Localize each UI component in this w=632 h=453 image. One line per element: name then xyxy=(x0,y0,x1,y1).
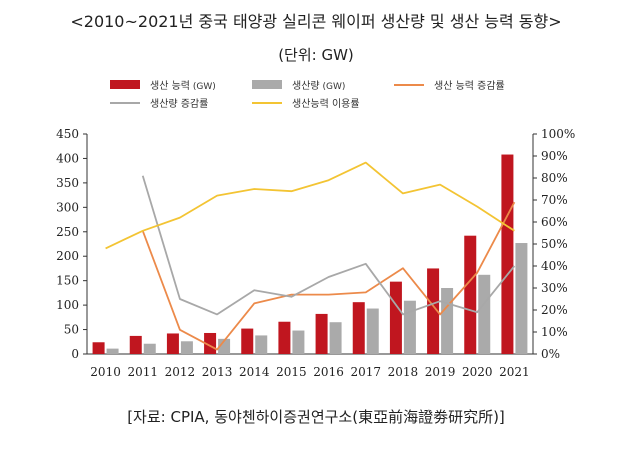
bar-output xyxy=(255,335,268,354)
legend-label: 생산능력 이용률 xyxy=(292,98,360,110)
x-tick-label: 2015 xyxy=(276,365,307,379)
bar-capacity xyxy=(501,154,514,354)
bar-capacity xyxy=(92,342,105,354)
bar-capacity xyxy=(129,335,142,354)
bar-output xyxy=(366,308,379,354)
bar-output xyxy=(515,243,528,354)
left-tick-label: 250 xyxy=(56,225,79,239)
x-tick-label: 2019 xyxy=(425,365,456,379)
left-tick-label: 300 xyxy=(56,200,79,214)
bar-capacity xyxy=(352,302,365,354)
chart-source: [자료: CPIA, 동야첸하이증권연구소(東亞前海證劵研究所)] xyxy=(127,408,505,426)
bar-capacity xyxy=(464,235,477,354)
chart-title: <2010~2021년 중국 태양광 실리콘 웨이퍼 생산량 및 생산 능력 동… xyxy=(70,12,562,31)
chart-subtitle: (단위: GW) xyxy=(278,46,354,64)
legend-unit: (GW) xyxy=(190,82,216,92)
line-series-생산-능력-증감률 xyxy=(141,201,516,351)
bar-output xyxy=(441,288,454,354)
bar-output xyxy=(218,338,231,354)
x-tick-label: 2010 xyxy=(90,365,121,379)
x-tick-label: 2013 xyxy=(202,365,233,379)
bar-capacity xyxy=(241,328,254,354)
x-tick-label: 2020 xyxy=(462,365,493,379)
bar-output xyxy=(106,348,119,354)
right-tick-label: 10% xyxy=(541,325,568,339)
x-tick-label: 2014 xyxy=(239,365,270,379)
left-tick-label: 100 xyxy=(56,298,79,312)
left-tick-label: 150 xyxy=(56,274,79,288)
x-tick-label: 2017 xyxy=(350,365,381,379)
x-tick-label: 2012 xyxy=(165,365,196,379)
legend-swatch xyxy=(110,80,140,89)
legend-swatch xyxy=(252,80,282,89)
bar-output xyxy=(478,274,491,354)
bar-capacity xyxy=(204,332,217,354)
x-tick-label: 2021 xyxy=(499,365,530,379)
left-tick-label: 350 xyxy=(56,176,79,190)
x-tick-label: 2011 xyxy=(127,365,158,379)
right-tick-label: 90% xyxy=(541,149,568,163)
bar-capacity xyxy=(278,321,291,354)
bar-capacity xyxy=(389,281,402,354)
left-tick-label: 400 xyxy=(56,151,79,165)
right-tick-label: 40% xyxy=(541,259,568,273)
line-series-생산량-증감률 xyxy=(141,175,516,316)
right-tick-label: 50% xyxy=(541,237,568,251)
bar-capacity xyxy=(427,268,440,354)
bar-output xyxy=(329,322,342,354)
left-tick-label: 50 xyxy=(64,323,79,337)
bar-capacity xyxy=(166,333,179,354)
right-tick-label: 80% xyxy=(541,171,568,185)
bar-capacity xyxy=(315,313,328,354)
legend-label: 생산 능력 (GW) xyxy=(150,80,216,92)
left-tick-label: 450 xyxy=(56,127,79,141)
bar-output xyxy=(292,330,305,354)
x-tick-label: 2018 xyxy=(388,365,419,379)
right-tick-label: 20% xyxy=(541,303,568,317)
left-tick-label: 200 xyxy=(56,249,79,263)
line-series-생산능력-이용률 xyxy=(105,161,515,250)
right-tick-label: 100% xyxy=(541,127,575,141)
legend-label: 생산량 (GW) xyxy=(292,80,345,92)
bar-output xyxy=(180,341,193,354)
legend-label: 생산량 증감률 xyxy=(150,98,208,110)
right-tick-label: 70% xyxy=(541,193,568,207)
right-tick-label: 30% xyxy=(541,281,568,295)
right-tick-label: 0% xyxy=(541,347,560,361)
left-tick-label: 0 xyxy=(71,347,79,361)
legend-unit: (GW) xyxy=(320,82,346,92)
x-tick-label: 2016 xyxy=(313,365,344,379)
bar-output xyxy=(143,343,156,354)
bar-output xyxy=(403,300,416,354)
right-tick-label: 60% xyxy=(541,215,568,229)
legend-label: 생산 능력 증감률 xyxy=(434,80,505,92)
